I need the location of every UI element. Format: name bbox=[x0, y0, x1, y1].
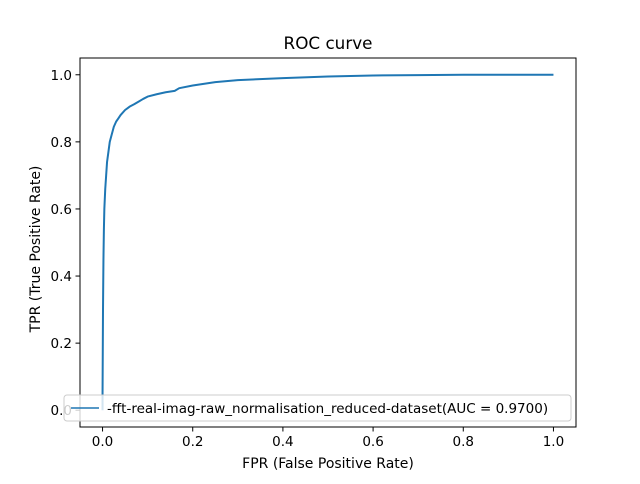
plot-frame bbox=[79, 57, 577, 428]
y-axis-label: TPR (True Positive Rate) bbox=[28, 166, 44, 334]
y-tick-label: 0.6 bbox=[51, 202, 72, 218]
legend-box bbox=[63, 394, 572, 422]
y-tick-label: 1.0 bbox=[51, 68, 72, 84]
y-tick-label: 0.8 bbox=[51, 135, 72, 151]
x-tick-label: 0.4 bbox=[272, 434, 293, 450]
y-tick-label: 0.4 bbox=[51, 269, 72, 285]
chart-title: ROC curve bbox=[284, 33, 373, 53]
x-axis-ticks: 0.0 0.2 0.4 0.6 0.8 1.0 bbox=[92, 427, 564, 450]
legend: -fft-real-imag-raw_normalisation_reduced… bbox=[63, 394, 572, 422]
x-axis-label: FPR (False Positive Rate) bbox=[242, 456, 414, 472]
x-tick-label: 0.0 bbox=[92, 434, 113, 450]
legend-label: -fft-real-imag-raw_normalisation_reduced… bbox=[107, 401, 548, 417]
roc-series-line bbox=[101, 73, 554, 411]
x-tick-label: 0.6 bbox=[362, 434, 383, 450]
x-tick-label: 0.8 bbox=[453, 434, 474, 450]
y-tick-label: 0.2 bbox=[51, 336, 72, 352]
series-layer bbox=[101, 73, 554, 411]
x-tick-label: 0.2 bbox=[182, 434, 203, 450]
x-tick-label: 1.0 bbox=[543, 434, 564, 450]
